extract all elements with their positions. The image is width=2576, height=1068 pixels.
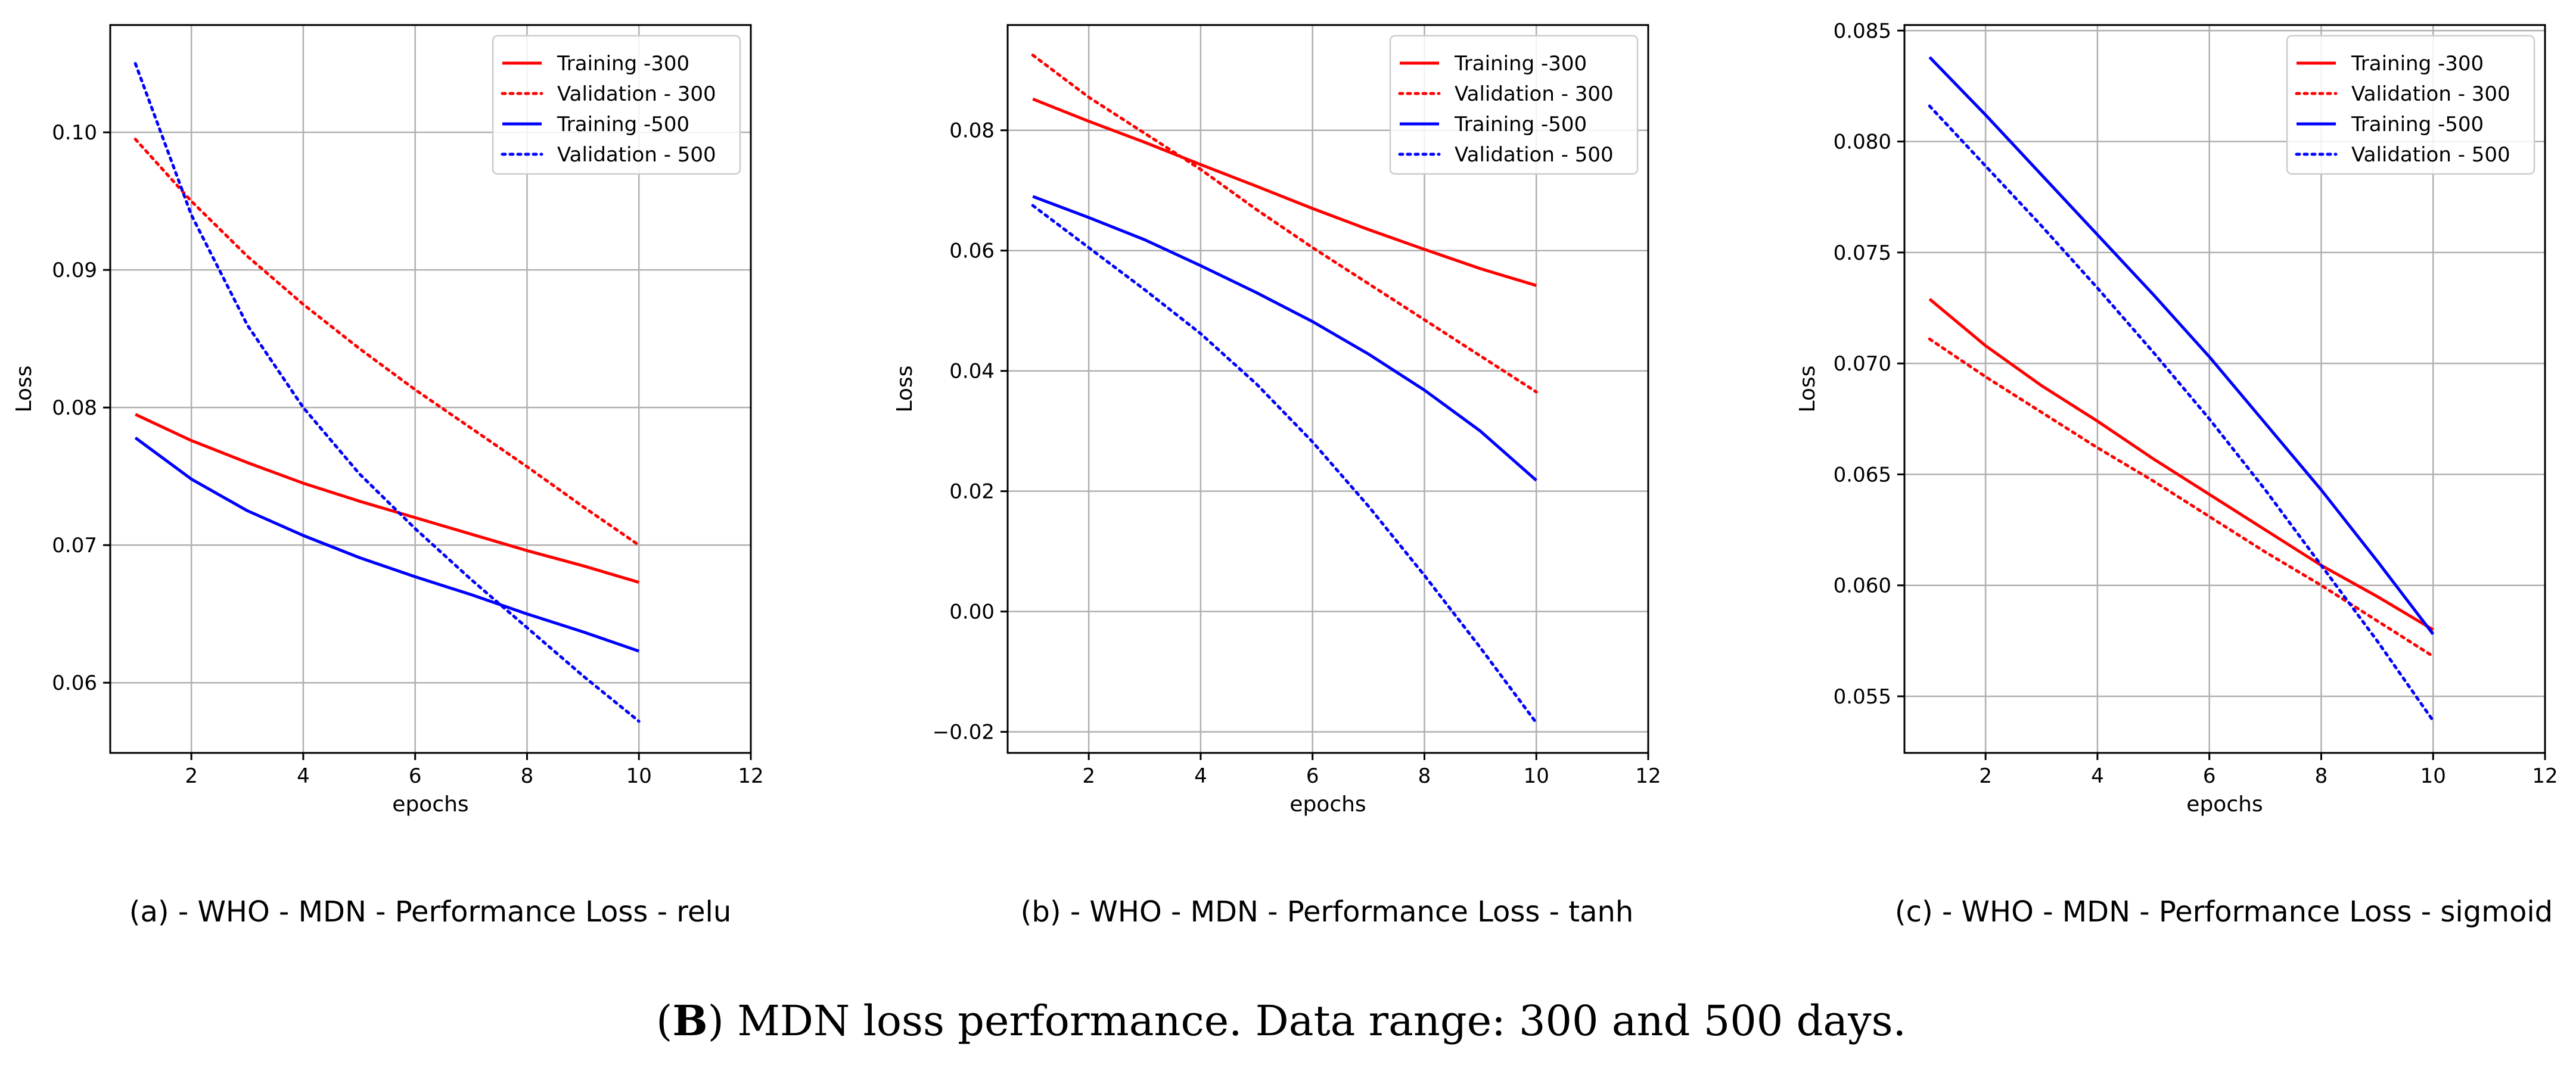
y-tick-label: 0.02 bbox=[949, 480, 995, 504]
figure-caption: (B) MDN loss performance. Data range: 30… bbox=[656, 996, 1906, 1045]
y-axis-label: Loss bbox=[893, 366, 917, 413]
x-tick-label: 4 bbox=[1194, 764, 1207, 788]
legend-label: Validation - 500 bbox=[557, 143, 716, 167]
series-line-0 bbox=[1928, 298, 2434, 631]
y-tick-label: 0.08 bbox=[949, 119, 995, 143]
x-axis-label: epochs bbox=[2186, 792, 2263, 817]
y-tick-label: 0.09 bbox=[52, 259, 97, 282]
legend: Training -300 Validation - 300 Training -5… bbox=[492, 35, 741, 175]
series-line-3 bbox=[133, 62, 641, 723]
x-tick-label: 8 bbox=[521, 764, 534, 788]
legend-label: Training -300 bbox=[2351, 52, 2484, 76]
series-line-1 bbox=[133, 138, 641, 547]
legend-label: Validation - 500 bbox=[2351, 143, 2510, 167]
series-line-1 bbox=[1031, 54, 1538, 394]
legend-label: Validation - 500 bbox=[1455, 143, 1614, 167]
y-tick-label: 0.06 bbox=[52, 671, 97, 695]
y-tick-label: 0.065 bbox=[1834, 463, 1891, 487]
y-tick-label: 0.080 bbox=[1834, 130, 1891, 154]
chart-panel-tanh: 2 4 6 8 10 12 −0.02 0.00 0.02 0.04 0.06 0.08 epochs L… bbox=[893, 24, 1661, 817]
x-tick-label: 4 bbox=[297, 764, 310, 788]
y-tick-label: 0.00 bbox=[949, 600, 995, 624]
y-tick-label: 0.070 bbox=[1834, 352, 1891, 376]
plot-frame bbox=[1006, 24, 1649, 754]
y-tick-label: 0.055 bbox=[1834, 685, 1891, 709]
x-tick-label: 10 bbox=[1524, 764, 1549, 788]
x-tick-label: 2 bbox=[185, 764, 198, 788]
legend-label: Training -300 bbox=[557, 52, 689, 76]
y-tick-label: 0.07 bbox=[52, 534, 97, 558]
panel-caption-a: (a) - WHO - MDN - Performance Loss - rel… bbox=[129, 895, 732, 929]
y-axis-label: Loss bbox=[12, 366, 36, 413]
x-tick-label: 8 bbox=[2315, 764, 2328, 788]
panel-caption-c: (c) - WHO - MDN - Performance Loss - sig… bbox=[1895, 895, 2553, 929]
legend-label: Training -500 bbox=[1454, 113, 1587, 136]
legend-label: Validation - 300 bbox=[2351, 82, 2510, 106]
y-tick-label: 0.085 bbox=[1834, 19, 1891, 43]
x-tick-label: 6 bbox=[409, 764, 422, 788]
legend: Training -300 Validation - 300 Training -5… bbox=[1389, 35, 1639, 175]
x-tick-label: 2 bbox=[1082, 764, 1095, 788]
legend-label: Training -500 bbox=[2351, 113, 2484, 136]
chart-panel-relu: 2 4 6 8 10 12 0.06 0.07 0.08 0.09 0.10 epochs Loss Tr… bbox=[12, 24, 764, 817]
x-tick-label: 12 bbox=[738, 764, 763, 788]
x-axis-label: epochs bbox=[1289, 792, 1366, 817]
x-tick-label: 12 bbox=[2532, 764, 2558, 788]
x-tick-label: 10 bbox=[2420, 764, 2446, 788]
legend-label: Validation - 300 bbox=[1455, 82, 1614, 106]
legend-box bbox=[492, 35, 741, 175]
legend-label: Training -500 bbox=[557, 113, 689, 136]
y-tick-label: 0.04 bbox=[949, 360, 995, 384]
legend-box bbox=[2286, 35, 2535, 175]
x-axis-label: epochs bbox=[392, 792, 468, 817]
legend-label: Validation - 300 bbox=[557, 82, 716, 106]
y-tick-label: 0.10 bbox=[52, 121, 97, 145]
series-line-0 bbox=[1032, 97, 1537, 287]
y-tick-label: 0.06 bbox=[949, 239, 995, 263]
plot-frame bbox=[1903, 24, 2546, 754]
series-line-3 bbox=[1928, 104, 2435, 723]
y-tick-label: 0.060 bbox=[1834, 574, 1891, 598]
x-tick-label: 6 bbox=[2203, 764, 2216, 788]
plot-frame bbox=[109, 24, 752, 754]
legend-label: Training -300 bbox=[1454, 52, 1587, 76]
series-line-0 bbox=[135, 413, 639, 584]
x-tick-label: 12 bbox=[1635, 764, 1661, 788]
chart-panel-sigmoid: 2 4 6 8 10 12 0.055 0.060 0.065 0.070 0.075 0.080 0.… bbox=[1795, 19, 2558, 817]
legend-box bbox=[1389, 35, 1639, 175]
x-tick-label: 6 bbox=[1306, 764, 1319, 788]
x-tick-label: 10 bbox=[626, 764, 652, 788]
series-line-2 bbox=[1928, 56, 2435, 636]
series-line-2 bbox=[1032, 195, 1537, 482]
series-line-2 bbox=[134, 436, 640, 653]
y-axis-label: Loss bbox=[1795, 366, 1820, 413]
x-tick-label: 4 bbox=[2091, 764, 2104, 788]
series-line-3 bbox=[1031, 204, 1538, 724]
y-tick-label: 0.08 bbox=[52, 396, 97, 420]
x-tick-label: 8 bbox=[1418, 764, 1431, 788]
legend: Training -300 Validation - 300 Training -5… bbox=[2286, 35, 2535, 175]
panel-caption-b: (b) - WHO - MDN - Performance Loss - tan… bbox=[1021, 895, 1634, 929]
y-tick-label: −0.02 bbox=[933, 721, 995, 745]
x-tick-label: 2 bbox=[1979, 764, 1992, 788]
y-tick-label: 0.075 bbox=[1834, 241, 1891, 265]
